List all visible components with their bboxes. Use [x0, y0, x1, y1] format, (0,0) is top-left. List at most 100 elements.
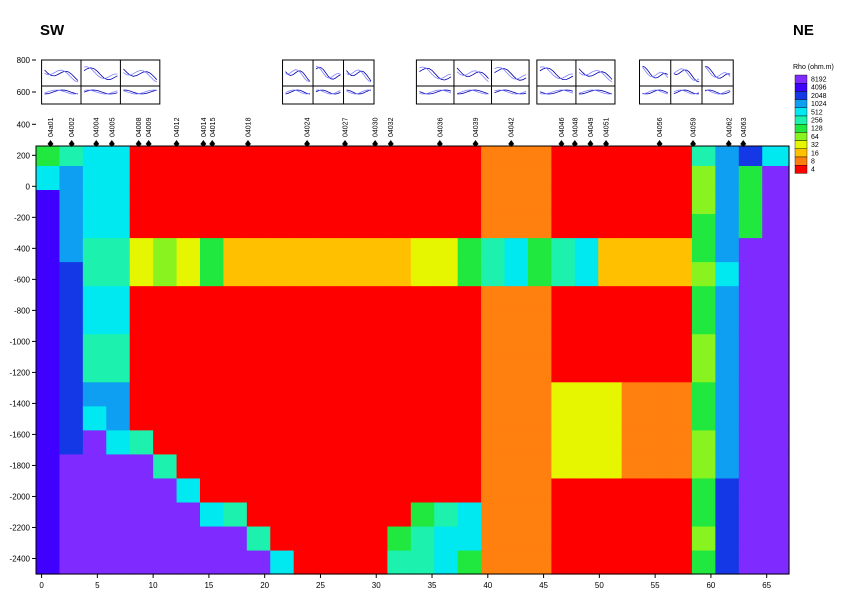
heatmap-cell	[551, 213, 576, 239]
heatmap-cell	[457, 405, 482, 431]
legend-label: 128	[811, 126, 823, 133]
heatmap-cell	[481, 357, 506, 383]
legend-swatch	[794, 82, 808, 92]
heatmap-cell	[574, 501, 599, 527]
phase-curve	[456, 89, 489, 95]
heatmap-cell	[246, 189, 271, 215]
heatmap-cell	[36, 213, 61, 239]
heatmap-cell	[223, 165, 248, 191]
heatmap-cell	[59, 405, 84, 431]
legend-swatch	[794, 115, 808, 125]
heatmap-cell	[223, 189, 248, 215]
heatmap-cell	[504, 357, 529, 383]
heatmap-cell	[410, 261, 435, 287]
heatmap-cell	[223, 453, 248, 479]
heatmap-cell	[129, 477, 154, 503]
heatmap-cell	[762, 189, 787, 215]
heatmap-cell	[762, 261, 787, 287]
heatmap-cell	[223, 285, 248, 311]
heatmap-cell	[129, 549, 154, 575]
heatmap-cell	[129, 357, 154, 383]
heatmap-cell	[457, 525, 482, 551]
heatmap-cell	[504, 405, 529, 431]
heatmap-cell	[645, 285, 670, 311]
heatmap-cell	[340, 525, 365, 551]
heatmap-cell	[36, 285, 61, 311]
heatmap-cell	[621, 309, 646, 335]
heatmap-cell	[504, 333, 529, 359]
station-marker	[135, 140, 142, 147]
apparent-resistivity-curve	[704, 66, 731, 78]
heatmap-cell	[223, 549, 248, 575]
y-tick-label: -1600	[10, 430, 31, 439]
heatmap-cell	[246, 261, 271, 287]
heatmap-cell	[106, 501, 131, 527]
heatmap-cell	[176, 285, 201, 311]
heatmap-cell	[153, 237, 178, 263]
heatmap-cell	[129, 501, 154, 527]
heatmap-cell	[199, 165, 225, 191]
heatmap-cell	[340, 357, 365, 383]
heatmap-cell	[153, 549, 178, 575]
heatmap-cell	[738, 213, 763, 239]
heatmap-cell	[715, 285, 740, 311]
heatmap-cell	[762, 525, 787, 551]
heatmap-cell	[82, 146, 107, 166]
heatmap-cell	[715, 165, 740, 191]
heatmap-cell	[785, 309, 790, 335]
heatmap-cell	[36, 165, 61, 191]
phase-curve	[419, 89, 452, 95]
phase-curve	[494, 89, 527, 95]
heatmap-cell	[317, 501, 342, 527]
heatmap-cell	[457, 333, 482, 359]
heatmap-cell	[785, 501, 790, 527]
heatmap-cell	[59, 381, 84, 407]
heatmap-cell	[410, 477, 435, 503]
heatmap-cell	[363, 213, 388, 239]
heatmap-cell	[762, 405, 787, 431]
heatmap-cell	[504, 165, 529, 191]
heatmap-cell	[621, 213, 646, 239]
heatmap-cell	[199, 405, 225, 431]
heatmap-cell	[270, 213, 295, 239]
heatmap-cell	[621, 237, 646, 263]
heatmap-cell	[785, 525, 790, 551]
heatmap-cell	[36, 146, 61, 166]
heatmap-cell	[738, 261, 763, 287]
heatmap-cell	[668, 213, 693, 239]
heatmap-cell	[785, 285, 790, 311]
heatmap-cell	[293, 453, 318, 479]
station-label: 04008	[136, 117, 143, 137]
heatmap-cell	[621, 333, 646, 359]
station-marker	[587, 140, 594, 147]
heatmap-cell	[738, 309, 763, 335]
heatmap-cell	[340, 146, 365, 166]
heatmap-cell	[738, 237, 763, 263]
heatmap-cell	[153, 453, 178, 479]
heatmap-cell	[340, 477, 365, 503]
heatmap-cell	[715, 405, 740, 431]
heatmap-cell	[645, 549, 670, 575]
station-label: 04032	[388, 117, 395, 137]
heatmap-cell	[223, 525, 248, 551]
heatmap-cell	[363, 381, 388, 407]
heatmap-cell	[106, 357, 131, 383]
heatmap-cell	[129, 237, 154, 263]
heatmap-cell	[715, 453, 740, 479]
heatmap-cell	[176, 477, 201, 503]
heatmap-cell	[527, 501, 552, 527]
heatmap-cell	[527, 357, 552, 383]
heatmap-cell	[738, 165, 763, 191]
heatmap-cell	[434, 357, 459, 383]
heatmap-cell	[434, 549, 459, 575]
heatmap-cell	[481, 146, 506, 166]
heatmap-cell	[82, 501, 107, 527]
heatmap-cell	[387, 213, 412, 239]
heatmap-cell	[317, 333, 342, 359]
heatmap-cell	[410, 381, 435, 407]
heatmap-cell	[645, 309, 670, 335]
heatmap-cell	[246, 237, 271, 263]
legend-label: 8192	[811, 77, 827, 84]
heatmap-cell	[457, 501, 482, 527]
sounding-panel-group	[41, 59, 161, 105]
